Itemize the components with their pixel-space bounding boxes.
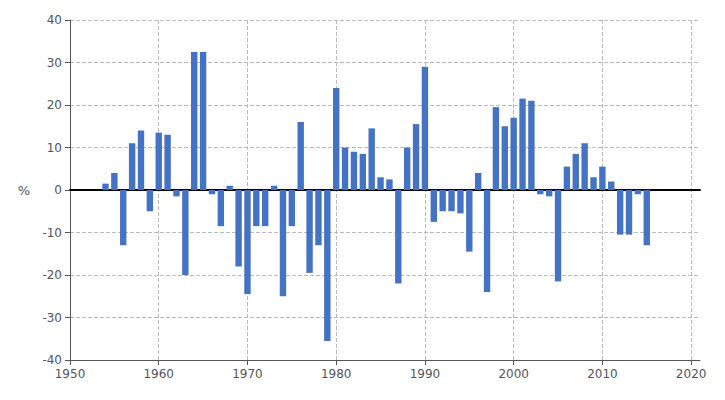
- svg-text:30: 30: [47, 56, 62, 70]
- svg-text:%: %: [18, 183, 30, 198]
- svg-text:2010: 2010: [587, 367, 618, 381]
- svg-text:1990: 1990: [410, 367, 441, 381]
- svg-text:10: 10: [47, 141, 62, 155]
- svg-text:1970: 1970: [232, 367, 263, 381]
- svg-text:-10: -10: [42, 226, 62, 240]
- svg-text:-30: -30: [42, 311, 62, 325]
- svg-text:1950: 1950: [55, 367, 86, 381]
- svg-text:40: 40: [47, 13, 62, 27]
- svg-text:-40: -40: [42, 353, 62, 367]
- svg-text:0: 0: [54, 183, 62, 197]
- svg-text:20: 20: [47, 98, 62, 112]
- svg-text:2000: 2000: [498, 367, 529, 381]
- svg-text:-20: -20: [42, 268, 62, 282]
- svg-text:2020: 2020: [676, 367, 707, 381]
- svg-text:1960: 1960: [143, 367, 174, 381]
- svg-text:1980: 1980: [321, 367, 352, 381]
